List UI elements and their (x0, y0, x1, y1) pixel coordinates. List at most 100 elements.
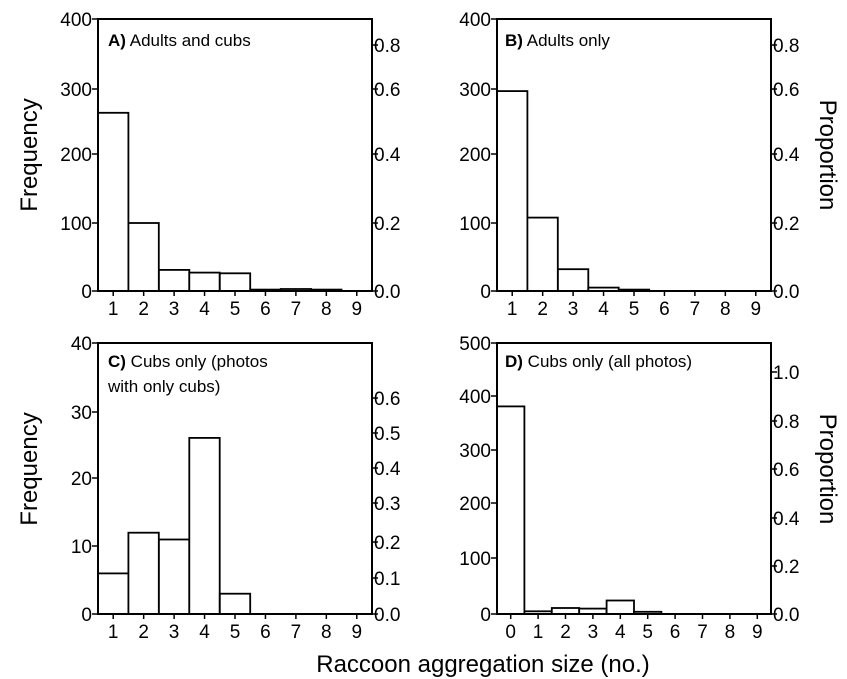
y-tick-label: 100 (459, 549, 491, 570)
x-tick-label: 5 (642, 622, 653, 643)
right-tick-label: 0.1 (374, 569, 400, 590)
right-tick-label: 0.8 (773, 412, 799, 433)
bar-1 (496, 90, 529, 292)
right-tick-label: 0.8 (374, 36, 400, 57)
y-tick-label: 300 (60, 80, 92, 101)
bar-5 (218, 272, 252, 292)
y-tick-label: 30 (71, 403, 92, 424)
right-tick-label: 0.5 (374, 424, 400, 445)
right-tick-label: 1.0 (773, 363, 799, 384)
panel-a: 1 2 3 4 5 6 7 8 9 0 100 200 300 400 0.0 0.2 0.4 0.6 0.8 A) … (16, 10, 401, 320)
right-tick-label: 0.4 (374, 459, 401, 480)
bar-1 (97, 572, 130, 615)
x-tick-label: 7 (690, 299, 701, 320)
panel-letter: D) (505, 352, 523, 371)
x-tick-label: 5 (230, 299, 241, 320)
panel-title-line2: with only cubs) (107, 377, 220, 396)
y-axis-title: Frequency (16, 412, 43, 525)
y-tick-label: 200 (60, 145, 92, 166)
y-tick-label: 0 (81, 282, 92, 303)
panel-letter: C) (108, 352, 126, 371)
x-tick-label: 4 (598, 299, 609, 320)
bar-4 (605, 599, 635, 615)
x-tick-label: 2 (560, 622, 571, 643)
x-tick-label: 5 (230, 622, 241, 643)
bar-0 (496, 405, 526, 615)
x-tick-label: 6 (260, 622, 271, 643)
x-tick-label: 5 (629, 299, 640, 320)
bar-2 (127, 222, 160, 292)
y-tick-label: 20 (71, 469, 92, 490)
x-tick-label: 3 (568, 299, 579, 320)
y-tick-label: 500 (459, 334, 491, 355)
panel-letter: A) (108, 31, 126, 50)
right-tick-label: 0.2 (773, 557, 799, 578)
y-tick-label: 100 (459, 214, 491, 235)
x-axis-title: Raccoon aggregation size (no.) (316, 651, 650, 678)
x-tick-label: 6 (670, 622, 681, 643)
y-tick-label: 0 (81, 605, 92, 626)
x-tick-label: 7 (291, 299, 302, 320)
y-axis-title: Frequency (16, 98, 43, 211)
x-tick-label: 4 (199, 622, 210, 643)
y-tick-label: 100 (60, 214, 92, 235)
bar-5 (218, 592, 252, 615)
right-axis-title: Proportion (814, 414, 841, 525)
right-tick-label: 0.6 (773, 80, 799, 101)
x-tick-label: 3 (169, 622, 180, 643)
panel-title: A) Adults and cubs (108, 31, 251, 50)
right-tick-label: 0.6 (374, 389, 400, 410)
panel-letter: B) (505, 31, 523, 50)
x-tick-label: 7 (697, 622, 708, 643)
bar-3 (557, 268, 590, 292)
y-tick-label: 400 (60, 10, 92, 31)
panel-title: D) Cubs only (all photos) (505, 352, 692, 371)
bar-2 (526, 216, 559, 292)
y-tick-label: 400 (459, 387, 491, 408)
right-axis-title: Proportion (814, 100, 841, 211)
right-tick-label: 0.4 (773, 145, 800, 166)
right-tick-label: 0.0 (773, 605, 799, 626)
panel-title: B) Adults only (505, 31, 610, 50)
panel-title: C) Cubs only (photos (108, 352, 268, 371)
y-tick-label: 0 (480, 282, 491, 303)
x-tick-label: 8 (725, 622, 736, 643)
x-tick-label: 6 (260, 299, 271, 320)
x-tick-label: 4 (199, 299, 210, 320)
right-tick-label: 0.2 (773, 214, 799, 235)
bar-1 (97, 111, 130, 292)
y-tick-label: 400 (459, 10, 491, 31)
bar-4 (188, 436, 221, 615)
x-tick-label: 9 (352, 622, 363, 643)
panel-c: 1 2 3 4 5 6 7 8 9 0 10 20 30 40 0.0 0.1 0.2 0.3 0.4 0.5 0.6 C… (16, 334, 401, 643)
right-tick-label: 0.0 (374, 605, 400, 626)
x-tick-label: 8 (321, 299, 332, 320)
x-tick-label: 7 (291, 622, 302, 643)
right-tick-label: 0.4 (374, 145, 401, 166)
y-tick-label: 200 (459, 494, 491, 515)
bar-3 (157, 538, 191, 615)
right-tick-label: 0.3 (374, 494, 400, 515)
bar-2 (127, 531, 160, 615)
x-tick-label: 6 (659, 299, 670, 320)
x-tick-label: 8 (720, 299, 731, 320)
x-tick-label: 1 (533, 622, 544, 643)
x-tick-label: 9 (352, 299, 363, 320)
x-tick-label: 1 (108, 299, 119, 320)
x-tick-label: 2 (537, 299, 548, 320)
x-tick-label: 9 (752, 622, 763, 643)
x-tick-label: 2 (138, 299, 149, 320)
right-tick-label: 0.0 (773, 282, 799, 303)
bar-3 (157, 268, 191, 292)
bar-4 (188, 271, 221, 292)
right-tick-label: 0.6 (374, 80, 400, 101)
y-tick-label: 10 (71, 537, 92, 558)
x-tick-label: 4 (615, 622, 626, 643)
y-tick-label: 200 (459, 145, 491, 166)
x-tick-label: 8 (321, 622, 332, 643)
y-tick-label: 300 (459, 441, 491, 462)
right-tick-label: 0.8 (773, 36, 799, 57)
right-tick-label: 0.4 (773, 509, 800, 530)
x-tick-label: 0 (505, 622, 516, 643)
